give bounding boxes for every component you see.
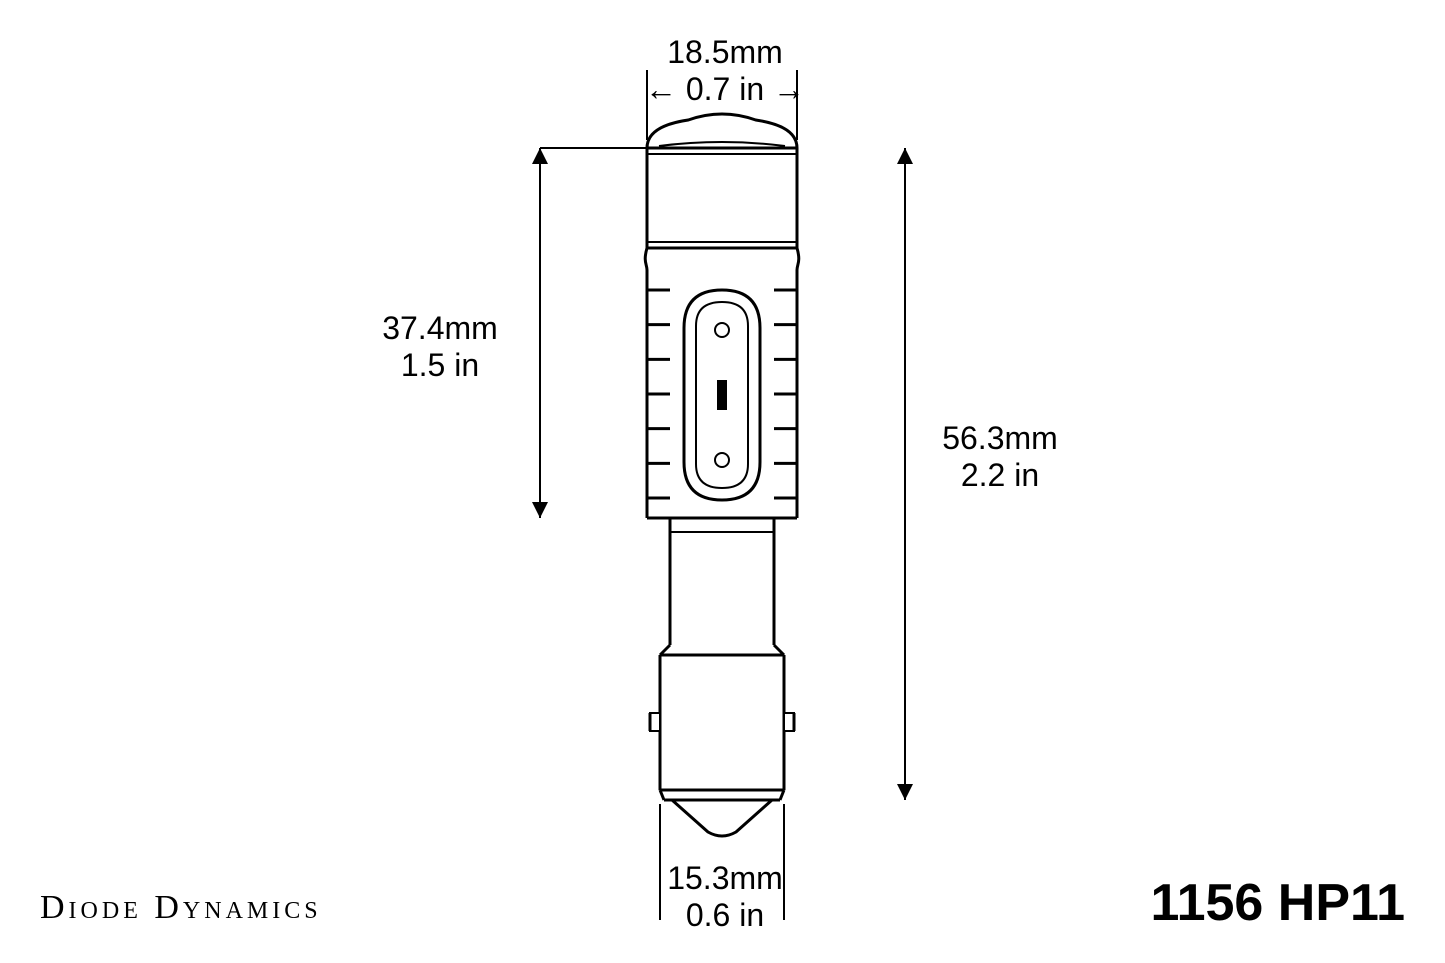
dim-bottom-mm: 15.3mm xyxy=(640,860,810,897)
dim-top-mm: 18.5mm xyxy=(640,34,810,71)
brand-logo-text: Diode Dynamics xyxy=(40,889,322,927)
dim-left-in: 1.5 in xyxy=(370,347,510,384)
dim-right-mm: 56.3mm xyxy=(930,420,1070,457)
dim-bottom-in: 0.6 in xyxy=(640,897,810,934)
dim-top-width-label: 18.5mm ← 0.7 in → xyxy=(640,34,810,108)
dim-left-mm: 37.4mm xyxy=(370,310,510,347)
part-number: 1156 HP11 xyxy=(1151,873,1405,933)
dim-bottom-width-label: 15.3mm 0.6 in xyxy=(640,860,810,934)
technical-drawing xyxy=(0,0,1445,963)
arrow-left-glyph: ← xyxy=(645,71,686,107)
dim-top-in: 0.7 in xyxy=(686,71,764,107)
arrow-right-glyph: → xyxy=(764,71,805,107)
dim-right-in: 2.2 in xyxy=(930,457,1070,494)
dim-left-height-label: 37.4mm 1.5 in xyxy=(370,310,510,384)
dim-right-height-label: 56.3mm 2.2 in xyxy=(930,420,1070,494)
